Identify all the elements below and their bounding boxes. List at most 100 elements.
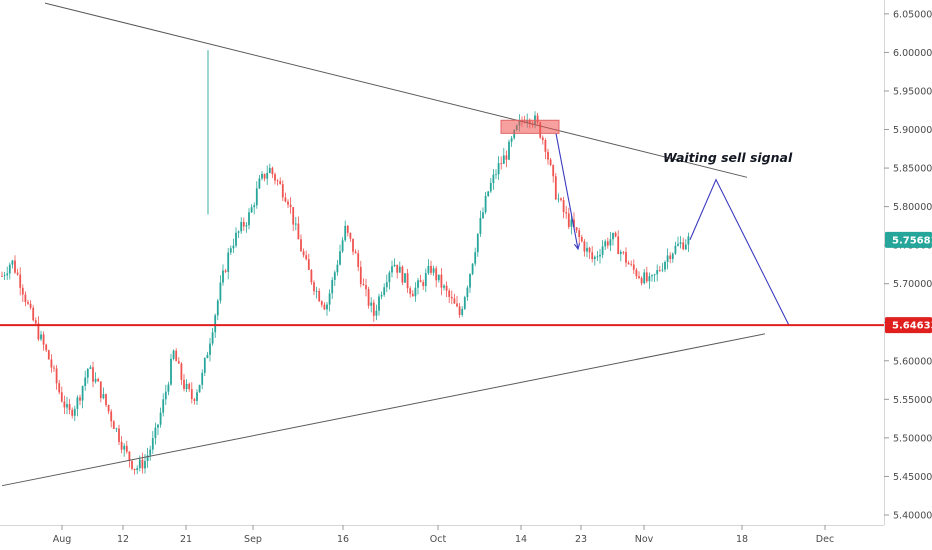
candle (370, 297, 373, 313)
candle (422, 279, 425, 290)
time-axis[interactable]: Aug 12 21 Sep 16 Oct 14 23 Nov 18 Dec (53, 525, 834, 545)
candle (614, 231, 617, 238)
candle (32, 305, 35, 322)
price-tick-label: 5.60000 (893, 356, 932, 367)
candle (378, 293, 380, 316)
candle (651, 274, 653, 282)
candle (640, 276, 643, 286)
candle (292, 207, 295, 232)
candle (344, 220, 347, 242)
candle (502, 147, 505, 164)
candle (255, 181, 258, 209)
lower-trendline[interactable] (1, 333, 766, 487)
time-tick-label: 21 (180, 534, 192, 545)
candle (232, 238, 235, 254)
candle (359, 260, 362, 288)
candle (664, 260, 666, 273)
candle (419, 274, 422, 283)
candle (300, 234, 302, 252)
candle (235, 227, 237, 248)
candle (458, 302, 461, 318)
candle (474, 247, 477, 267)
candle (456, 295, 458, 308)
candle (406, 268, 409, 293)
candle (567, 207, 570, 230)
candle (328, 289, 331, 312)
candle (593, 255, 596, 266)
time-tick-label: Nov (635, 534, 654, 545)
price-tick-label: 5.55000 (893, 395, 932, 406)
candle (1, 271, 3, 278)
price-tick-label: 5.70000 (893, 279, 932, 290)
candle (625, 247, 627, 267)
candle (336, 259, 339, 276)
candle (310, 269, 313, 285)
candle (3, 271, 6, 281)
projection (555, 133, 790, 326)
candle (287, 199, 289, 208)
candle (313, 280, 315, 296)
candle (588, 246, 591, 259)
candle (398, 261, 401, 273)
candle (66, 396, 68, 415)
candle (8, 262, 11, 280)
time-tick-label: 12 (117, 534, 129, 545)
resistance-zone-box (500, 119, 560, 134)
candle (297, 216, 300, 240)
candle (162, 393, 165, 417)
candle (6, 266, 9, 280)
candle (229, 245, 232, 256)
candle (73, 405, 76, 422)
candle (469, 273, 471, 293)
candle (284, 192, 287, 203)
upper-trendline[interactable] (44, 2, 748, 178)
candle (570, 214, 573, 235)
annotation-waiting-sell-signal: Waiting sell signal (663, 150, 793, 165)
candle (450, 290, 453, 305)
candle (157, 424, 159, 436)
candle (19, 267, 22, 296)
price-axis[interactable]: 6.05000 6.00000 5.95000 5.90000 5.85000 5.800… (884, 9, 932, 521)
price-tick-label: 5.45000 (893, 472, 932, 483)
trendlines (1, 2, 766, 487)
candle (479, 210, 482, 237)
candle (86, 367, 89, 384)
candle (266, 165, 269, 185)
candle (120, 436, 123, 454)
candle (29, 300, 32, 310)
candle (596, 251, 599, 261)
candle (375, 304, 378, 321)
candle (81, 385, 84, 409)
candle (346, 225, 349, 237)
candle (94, 372, 97, 384)
candle (333, 270, 336, 286)
candle (443, 284, 445, 291)
candle (437, 274, 440, 283)
candle (76, 395, 79, 417)
candle (401, 265, 404, 285)
candle (326, 302, 328, 316)
time-tick-label: Oct (430, 534, 447, 545)
candle (193, 397, 196, 405)
candle (276, 178, 279, 186)
candle (630, 260, 633, 267)
candle (102, 387, 105, 400)
candle (354, 249, 357, 254)
candle (635, 267, 638, 280)
projection-path[interactable] (689, 178, 790, 326)
candle (279, 177, 282, 185)
candle (666, 248, 669, 270)
candle (55, 365, 58, 390)
sell-arrow-line[interactable] (555, 133, 579, 250)
candle (294, 217, 297, 231)
candle (677, 236, 679, 247)
candle (131, 460, 133, 471)
support-price-badge: 5.64633 (885, 317, 932, 334)
candle (37, 316, 40, 342)
candle (445, 281, 448, 297)
candle (362, 278, 365, 286)
candle (619, 249, 622, 262)
candle (289, 197, 292, 214)
candle (414, 282, 417, 302)
